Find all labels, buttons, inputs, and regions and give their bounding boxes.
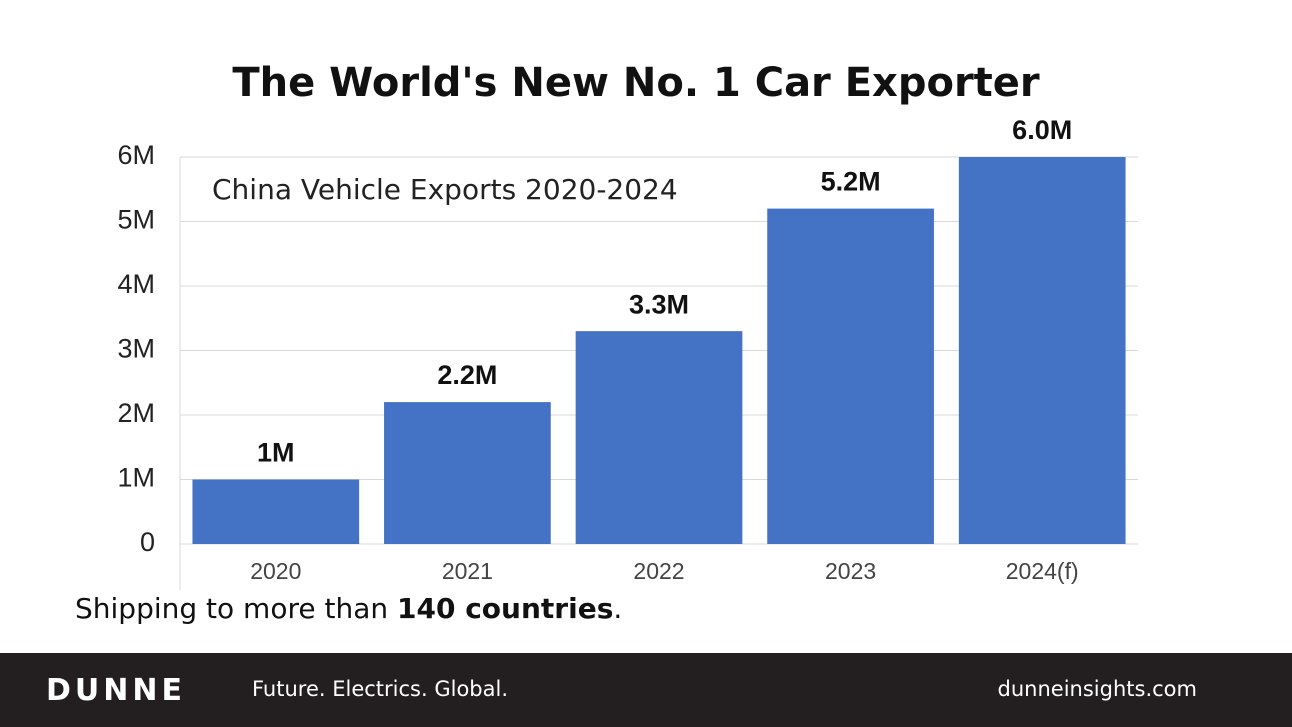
y-tick-label: 4M [117, 269, 155, 299]
data-label: 3.3M [629, 289, 689, 319]
y-tick-label: 3M [117, 334, 155, 364]
x-tick-label: 2020 [250, 558, 301, 584]
data-label: 1M [257, 438, 295, 468]
bar [575, 331, 743, 544]
chart-title: The World's New No. 1 Car Exporter [232, 60, 1040, 106]
data-label: 2.2M [437, 360, 497, 390]
data-label: 5.2M [821, 167, 881, 197]
bar [958, 157, 1126, 544]
chart: The World's New No. 1 Car Exporter China… [117, 60, 1138, 590]
x-tick-label: 2023 [825, 558, 876, 584]
data-label: 6.0M [1012, 115, 1072, 145]
y-tick-label: 5M [117, 205, 155, 235]
tagline: Future. Electrics. Global. [252, 677, 508, 701]
x-tick-label: 2021 [442, 558, 493, 584]
x-tick-label: 2024(f) [1006, 558, 1079, 584]
y-tick-label: 1M [117, 463, 155, 493]
footer: DUNNE Future. Electrics. Global. dunnein… [0, 653, 1292, 727]
website: dunneinsights.com [997, 677, 1197, 701]
brand-logo: DUNNE [46, 673, 186, 708]
y-tick-label: 0 [140, 527, 155, 557]
caption-bold: 140 countries [397, 592, 614, 625]
bar [384, 402, 551, 544]
chart-subtitle: China Vehicle Exports 2020-2024 [212, 173, 678, 206]
caption: Shipping to more than 140 countries. [75, 592, 622, 625]
caption-text: Shipping to more than [75, 592, 398, 625]
caption-text: . [613, 592, 623, 625]
x-tick-label: 2022 [633, 558, 684, 584]
bar [192, 479, 360, 544]
bar [767, 208, 934, 544]
y-tick-label: 2M [117, 398, 155, 428]
y-tick-label: 6M [117, 140, 155, 170]
